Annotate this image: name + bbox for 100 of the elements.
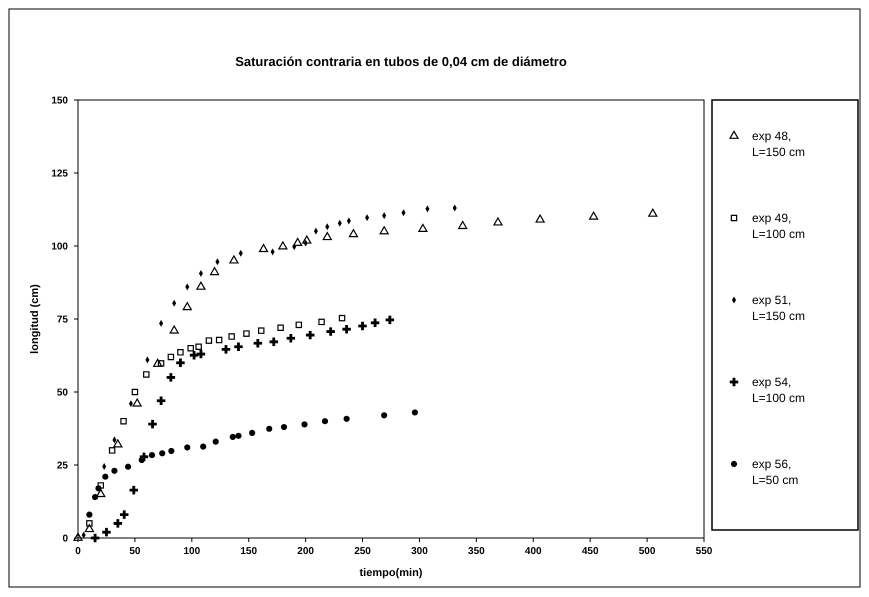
- point: [418, 224, 428, 232]
- point: [344, 416, 350, 422]
- point: [412, 409, 418, 416]
- point: [102, 528, 111, 536]
- y-tick-label: 150: [51, 96, 68, 106]
- point: [113, 439, 122, 448]
- point: [153, 358, 162, 367]
- point: [249, 430, 256, 436]
- point: [148, 420, 157, 428]
- point: [166, 373, 176, 382]
- x-tick-label: 300: [411, 546, 428, 557]
- point: [95, 485, 102, 492]
- point: [73, 532, 83, 541]
- point: [212, 438, 219, 445]
- point: [200, 444, 206, 450]
- point: [222, 345, 230, 354]
- point: [132, 388, 138, 396]
- point: [348, 229, 358, 238]
- point: [301, 421, 308, 428]
- point: [258, 327, 264, 334]
- point: [98, 482, 104, 489]
- point: [210, 267, 220, 276]
- point: [114, 519, 122, 528]
- point: [90, 534, 100, 542]
- point: [228, 333, 235, 340]
- legend-label: exp 49, L=100 cm: [752, 211, 806, 241]
- point: [458, 220, 468, 230]
- point: [370, 318, 380, 328]
- point: [296, 322, 302, 328]
- point: [187, 344, 194, 352]
- point: [206, 337, 212, 344]
- chart-title: Saturación contraria en tubos de 0,04 cm de diámetro: [235, 54, 567, 69]
- x-tick-label: 250: [354, 546, 372, 557]
- point: [229, 255, 239, 264]
- x-axis-title: tiempo(min): [360, 567, 423, 579]
- point: [277, 324, 284, 332]
- point: [386, 316, 394, 324]
- point: [168, 448, 174, 454]
- y-tick-label: 50: [56, 388, 68, 398]
- point: [216, 336, 222, 344]
- point: [130, 486, 138, 494]
- x-tick-label: 400: [524, 546, 542, 557]
- point: [102, 474, 108, 480]
- legend-label: exp 48, L=150 cm: [752, 129, 806, 159]
- y-tick-label: 0: [62, 534, 68, 544]
- point: [96, 488, 106, 498]
- point: [170, 325, 179, 334]
- point: [342, 324, 351, 334]
- point: [322, 232, 332, 240]
- legend-label: exp 54, L=100 cm: [752, 375, 806, 405]
- x-tick-label: 200: [297, 546, 314, 557]
- legend-label: exp 56, L=50 cm: [752, 457, 798, 487]
- point: [159, 450, 166, 456]
- x-tick-label: 0: [75, 546, 82, 557]
- point: [120, 418, 127, 424]
- point: [234, 342, 243, 351]
- point: [258, 244, 268, 252]
- point: [177, 349, 184, 356]
- point: [86, 520, 93, 527]
- point: [243, 330, 250, 337]
- point: [306, 330, 314, 340]
- y-tick-label: 100: [51, 242, 68, 252]
- point: [132, 398, 142, 407]
- point: [120, 510, 128, 519]
- y-axis-title: longitud (cm): [29, 284, 41, 354]
- point: [138, 456, 145, 464]
- point: [280, 424, 288, 430]
- point: [293, 238, 302, 246]
- point: [381, 412, 388, 418]
- point: [190, 350, 198, 360]
- x-tick-label: 100: [183, 546, 201, 557]
- point: [358, 322, 367, 330]
- point: [286, 334, 296, 343]
- x-tick-label: 450: [582, 546, 599, 557]
- point: [148, 452, 156, 458]
- point: [196, 282, 206, 290]
- point: [86, 512, 92, 518]
- point: [270, 338, 278, 346]
- y-tick-label: 125: [51, 168, 68, 180]
- legend-label: exp 51, L=150 cm: [752, 293, 806, 323]
- point: [156, 396, 166, 406]
- point: [143, 371, 150, 378]
- x-tick-label: 50: [129, 546, 141, 557]
- point: [535, 214, 545, 223]
- x-tick-label: 550: [696, 546, 713, 557]
- point: [278, 241, 288, 250]
- point: [168, 354, 174, 360]
- point: [92, 494, 98, 500]
- point: [588, 212, 598, 220]
- point: [648, 208, 658, 217]
- point: [182, 302, 192, 310]
- point: [111, 468, 118, 474]
- y-tick-label: 25: [56, 460, 68, 472]
- point: [322, 418, 328, 424]
- point: [84, 524, 94, 532]
- point: [195, 343, 202, 350]
- point: [254, 338, 262, 348]
- point: [326, 327, 335, 336]
- point: [318, 318, 325, 326]
- point: [176, 358, 185, 368]
